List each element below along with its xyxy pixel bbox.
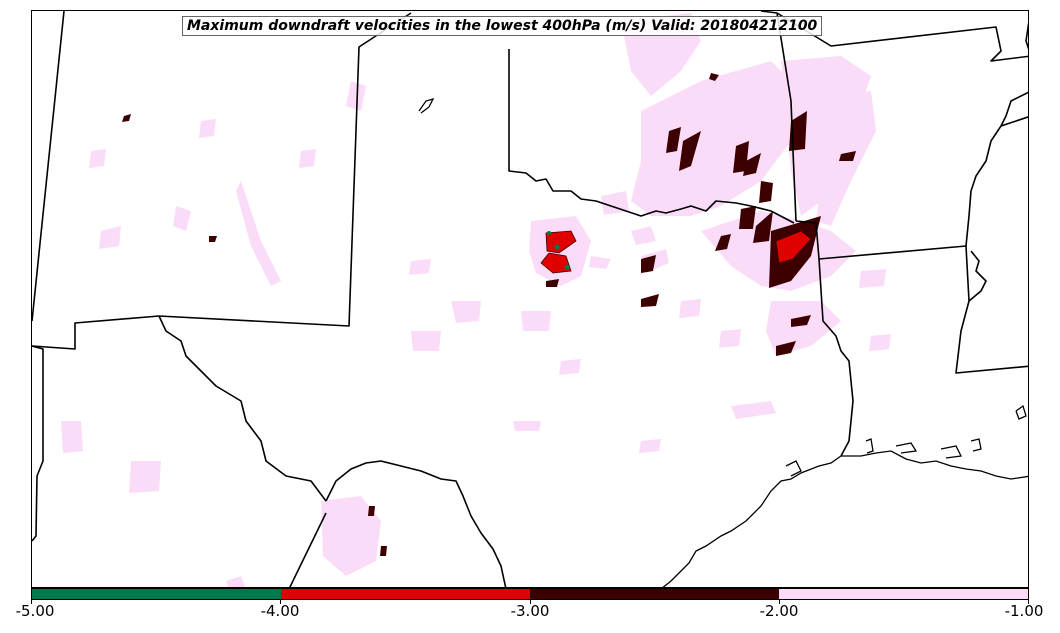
- colorbar-tick-label: -4.00: [260, 602, 300, 620]
- colorbar-segment-red: [281, 589, 530, 599]
- colorbar-tick: [779, 600, 780, 604]
- colorbar-tick: [530, 600, 531, 604]
- colorbar-tick-label: -2.00: [759, 602, 799, 620]
- downdraft-green-areas: [547, 231, 570, 270]
- map-title: Maximum downdraft velocities in the lowe…: [182, 16, 823, 36]
- colorbar-tick-label: -3.00: [510, 602, 550, 620]
- colorbar-tick-label: -1.00: [1004, 602, 1044, 620]
- colorbar-tick: [31, 600, 32, 604]
- state-boundaries: [32, 11, 1028, 587]
- colorbar: [31, 588, 1029, 600]
- colorbar-tick: [280, 600, 281, 604]
- downdraft-light-areas: [61, 13, 891, 587]
- downdraft-red-areas: [540, 230, 812, 274]
- colorbar-tick: [1028, 600, 1029, 604]
- colorbar-segment-green: [32, 589, 281, 599]
- map-canvas: [32, 11, 1028, 587]
- downdraft-dark-areas: [122, 73, 856, 556]
- colorbar-segment-light: [779, 589, 1028, 599]
- colorbar-tick-label: -5.00: [15, 602, 55, 620]
- map-frame: [31, 10, 1029, 588]
- colorbar-segment-dark: [530, 589, 779, 599]
- gulf-coastline: [418, 97, 1028, 587]
